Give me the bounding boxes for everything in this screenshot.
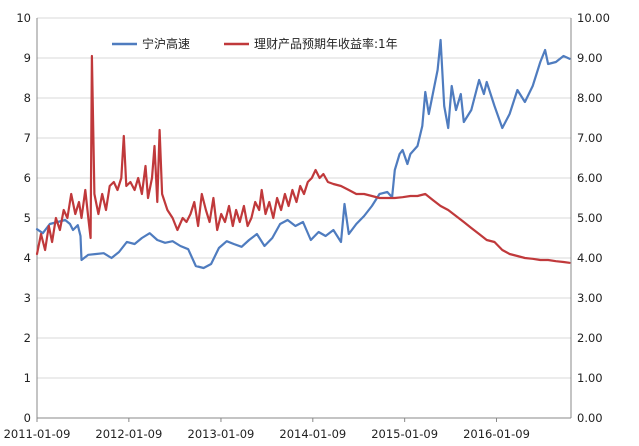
y-right-tick-label: 4.00 [577,251,603,265]
y-left-tick-label: 0 [24,411,31,425]
y-left-tick-label: 10 [16,11,31,25]
x-tick-label: 2014-01-09 [279,427,346,441]
y-left-tick-label: 7 [24,131,31,145]
y-right-tick-label: 2.00 [577,331,603,345]
axes: 0 1 2 3 4 5 6 7 8 9 10 0.00 1.00 2.00 3.00 4.00 5.00 6.00… [4,11,610,441]
x-tick-label: 2016-01-09 [463,427,530,441]
y-right-tick-label: 9.00 [577,51,603,65]
series-line-wealth-product-yield [35,54,571,264]
x-tick-label: 2013-01-09 [188,427,255,441]
x-tick-label: 2011-01-09 [4,427,71,441]
y-right-tick-label: 5.00 [577,211,603,225]
y-right-tick-label: 3.00 [577,291,603,305]
series-lines [35,38,571,270]
y-left-tick-label: 4 [24,251,31,265]
y-left-tick-label: 5 [24,211,31,225]
y-left-tick-label: 1 [24,371,31,385]
y-right-tick-label: 10.00 [577,11,610,25]
y-right-tick-label: 6.00 [577,171,603,185]
y-left-tick-label: 6 [24,171,31,185]
y-left-tick-label: 3 [24,291,31,305]
y-left-tick-label: 8 [24,91,31,105]
gridlines [37,17,571,379]
y-left-tick-label: 2 [24,331,31,345]
y-right-tick-label: 7.00 [577,131,603,145]
y-right-tick-label: 0.00 [577,411,603,425]
series-line-ninghu-expressway [35,38,571,270]
x-tick-label: 2015-01-09 [371,427,438,441]
legend-label-series-a: 宁沪高速 [142,36,190,51]
legend: 宁沪高速 理财产品预期年收益率:1年 [112,36,398,51]
x-tick-label: 2012-01-09 [95,427,162,441]
y-right-tick-label: 1.00 [577,371,603,385]
y-left-tick-label: 9 [24,51,31,65]
legend-label-series-b: 理财产品预期年收益率:1年 [254,36,398,51]
y-right-tick-label: 8.00 [577,91,603,105]
